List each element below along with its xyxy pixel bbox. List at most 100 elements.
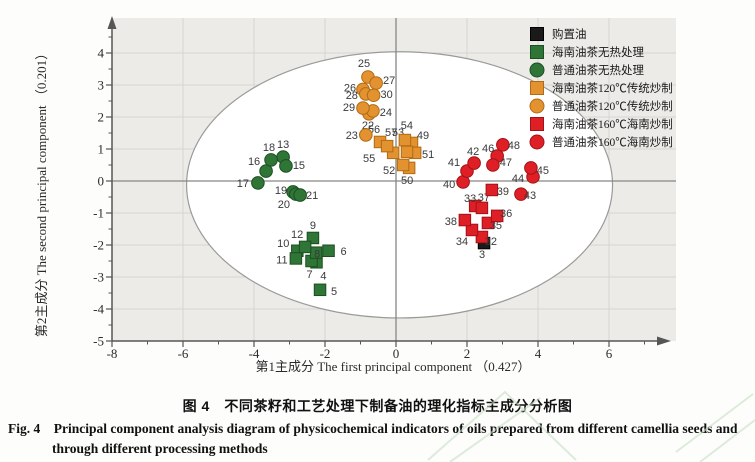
data-point-37 — [475, 201, 489, 215]
point-label: 35 — [490, 220, 502, 232]
point-label: 4 — [320, 270, 326, 282]
point-label: 32 — [485, 236, 497, 248]
data-point-48 — [496, 138, 510, 152]
point-label: 40 — [443, 179, 455, 191]
point-label: 25 — [358, 58, 370, 70]
point-label: 29 — [343, 102, 355, 114]
legend-item-label: 普通油茶120℃传统炒制 — [552, 99, 673, 113]
y-tick-label: 2 — [98, 110, 105, 125]
point-label: 46 — [482, 143, 494, 155]
y-tick-label: -5 — [93, 334, 104, 349]
caption-chinese: 图 4 不同茶籽和工艺处理下制备油的理化指标主成分分析图 — [182, 398, 573, 414]
x-tick-label: -4 — [249, 346, 260, 361]
point-label: 7 — [306, 269, 312, 281]
confidence-ellipse — [185, 51, 614, 319]
point-label: 51 — [422, 149, 434, 161]
x-axis-arrowhead — [657, 336, 671, 346]
point-label: 17 — [237, 178, 249, 190]
data-point-21 — [293, 188, 307, 202]
legend-marker-square — [530, 45, 544, 59]
point-label: 34 — [456, 236, 468, 248]
point-label: 30 — [381, 89, 393, 101]
y-tick-label: -3 — [93, 270, 104, 285]
y-axis-title: 第2主成分 The second principal component （0.… — [34, 47, 49, 337]
point-label: 52 — [383, 165, 395, 177]
point-label: 21 — [306, 190, 318, 202]
x-tick-label: -2 — [320, 346, 331, 361]
point-label: 44 — [512, 173, 524, 185]
data-point-12 — [298, 240, 312, 254]
point-label: 57 — [385, 127, 397, 139]
y-tick-label: -1 — [93, 206, 104, 221]
point-label: 26 — [344, 82, 356, 94]
point-label: 6 — [340, 246, 346, 258]
data-point-18 — [264, 153, 278, 167]
point-label: 18 — [263, 142, 275, 154]
point-label: 54 — [401, 120, 413, 132]
y-tick-label: 3 — [98, 78, 105, 93]
data-point-27 — [369, 76, 383, 90]
data-point-5 — [313, 283, 327, 297]
point-label: 33 — [464, 193, 476, 205]
point-label: 39 — [497, 186, 509, 198]
data-point-29 — [356, 101, 370, 115]
point-label: 55 — [363, 153, 375, 165]
data-point-17 — [251, 176, 265, 190]
data-point-38 — [458, 213, 472, 227]
caption-english: Fig. 4 Principal component analysis diag… — [8, 421, 738, 457]
y-tick-label: -4 — [93, 302, 104, 317]
data-point-34 — [465, 223, 479, 237]
point-label: 11 — [276, 254, 287, 266]
legend-item-label: 海南油茶无热处理 — [552, 45, 644, 59]
data-point-6 — [322, 244, 335, 258]
data-point-53 — [400, 145, 414, 159]
point-label: 8 — [314, 249, 320, 261]
legend-item-label: 普通油茶160℃海南炒制 — [552, 135, 673, 149]
point-label: 16 — [248, 156, 260, 168]
x-tick-label: 4 — [535, 346, 542, 361]
data-point-57 — [380, 139, 394, 153]
data-point-52 — [396, 158, 410, 172]
data-point-15 — [279, 159, 293, 173]
legend-marker-circle — [529, 98, 545, 114]
point-label: 45 — [537, 165, 549, 177]
data-point-42 — [467, 156, 481, 170]
x-tick-label: 6 — [606, 346, 613, 361]
point-label: 43 — [524, 190, 536, 202]
x-axis-title: 第1主成分 The first principal component （0.4… — [255, 359, 530, 374]
point-label: 9 — [310, 220, 316, 232]
point-label: 3 — [479, 249, 485, 261]
data-point-35 — [481, 216, 495, 230]
point-label: 42 — [467, 146, 479, 158]
data-point-47 — [486, 158, 500, 172]
point-label: 23 — [346, 130, 358, 142]
legend-marker-circle — [529, 62, 545, 78]
data-point-54 — [398, 133, 412, 147]
point-label: 5 — [331, 286, 337, 298]
x-tick-label: -8 — [107, 346, 118, 361]
point-label: 15 — [293, 160, 305, 172]
data-point-39 — [485, 183, 499, 197]
legend-marker-circle — [529, 134, 545, 150]
legend-item-label: 海南油茶120℃传统炒制 — [552, 81, 673, 95]
point-label: 41 — [448, 157, 460, 169]
point-label: 12 — [291, 229, 303, 241]
x-tick-label: -6 — [178, 346, 189, 361]
point-label: 27 — [383, 75, 395, 87]
y-axis-arrowhead — [107, 16, 117, 29]
point-label: 13 — [277, 139, 289, 151]
legend-marker-square — [530, 117, 544, 131]
data-point-32 — [475, 230, 489, 244]
figure-caption: 图 4 不同茶籽和工艺处理下制备油的理化指标主成分分析图 Fig. 4 Prin… — [0, 392, 755, 460]
y-tick-label: 0 — [98, 174, 105, 189]
point-label: 49 — [417, 130, 429, 142]
y-tick-label: -2 — [93, 238, 104, 253]
y-tick-label: 4 — [98, 46, 105, 61]
data-point-45 — [524, 161, 538, 175]
point-label: 47 — [500, 157, 512, 169]
data-point-23 — [359, 128, 373, 142]
x-tick-label: 0 — [393, 346, 400, 361]
point-label: 20 — [278, 199, 290, 211]
data-point-43 — [514, 187, 528, 201]
